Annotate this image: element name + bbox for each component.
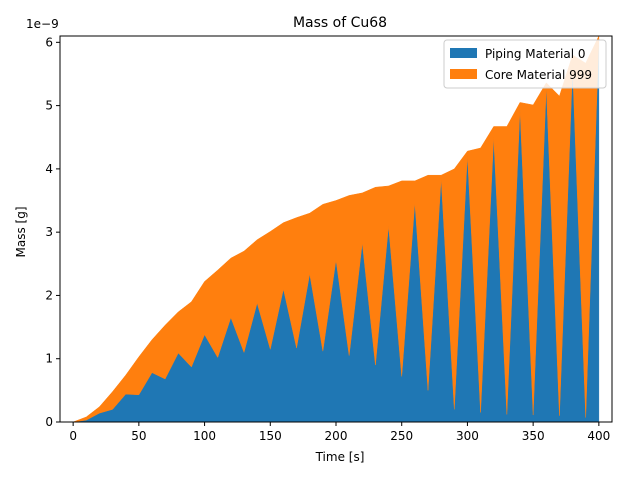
y-tick-label: 1 xyxy=(45,352,53,366)
x-axis: 0 50 100 150 200 250 300 350 400 xyxy=(69,422,610,443)
x-tick-label: 150 xyxy=(259,429,282,443)
legend-swatch xyxy=(450,69,477,79)
y-axis: 0 1 2 3 4 5 6 xyxy=(45,35,60,429)
x-tick-label: 0 xyxy=(69,429,77,443)
x-tick-label: 400 xyxy=(587,429,610,443)
y-tick-label: 5 xyxy=(45,99,53,113)
x-tick-label: 350 xyxy=(522,429,545,443)
legend-box xyxy=(443,39,607,89)
legend: Piping Material 0 Core Material 999 xyxy=(443,39,607,89)
area-series-2 xyxy=(73,35,600,423)
legend-label: Core Material 999 xyxy=(485,68,592,82)
y-tick-label: 0 xyxy=(45,415,53,429)
chart-title: Mass of Cu68 xyxy=(293,15,387,31)
x-tick-label: 300 xyxy=(456,429,479,443)
y-axis-offset-label: 1e−9 xyxy=(26,17,59,31)
y-tick-label: 6 xyxy=(45,35,53,49)
x-tick-label: 100 xyxy=(193,429,216,443)
y-tick-label: 3 xyxy=(45,225,53,239)
x-tick-label: 200 xyxy=(325,429,348,443)
x-tick-label: 250 xyxy=(390,429,413,443)
legend-label: Piping Material 0 xyxy=(485,47,586,61)
legend-swatch xyxy=(450,48,477,58)
y-tick-label: 4 xyxy=(45,162,53,176)
x-tick-label: 50 xyxy=(131,429,146,443)
y-tick-label: 2 xyxy=(45,288,53,302)
x-axis-label: Time [s] xyxy=(315,450,365,464)
y-axis-label: Mass [g] xyxy=(14,206,28,257)
